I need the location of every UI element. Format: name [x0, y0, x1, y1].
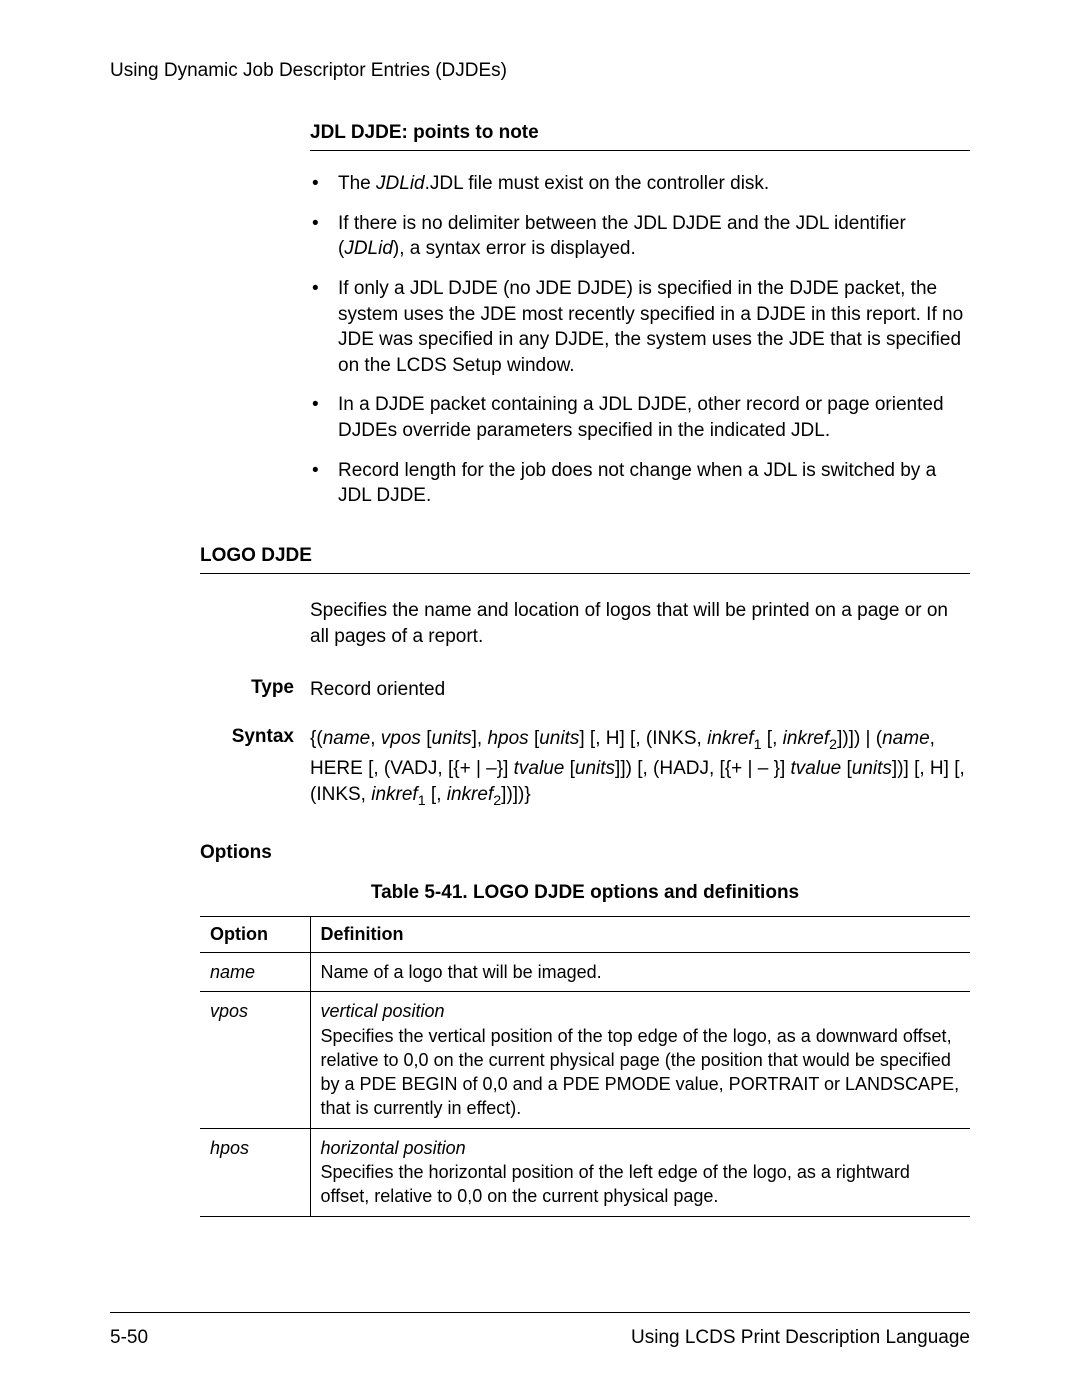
t: [	[564, 758, 575, 779]
text: ), a syntax error is displayed.	[393, 238, 636, 259]
table-header-row: Option Definition	[200, 916, 970, 952]
definition-cell: Name of a logo that will be imaged.	[310, 952, 970, 991]
param: inkref	[783, 728, 829, 749]
jdl-notes-heading: JDL DJDE: points to note	[310, 122, 970, 151]
footer-title: Using LCDS Print Description Language	[631, 1327, 970, 1349]
jdl-notes-list: The JDLid.JDL file must exist on the con…	[310, 171, 970, 509]
col-definition-header: Definition	[310, 916, 970, 952]
t: {(	[310, 728, 323, 749]
type-row: Type Record oriented	[218, 677, 970, 704]
type-value: Record oriented	[310, 677, 970, 704]
param: tvalue	[791, 758, 842, 779]
logo-djde-heading: LOGO DJDE	[200, 545, 970, 574]
definition-cell: vertical position Specifies the vertical…	[310, 992, 970, 1128]
param: name	[323, 728, 371, 749]
table-row: vpos vertical position Specifies the ver…	[200, 992, 970, 1128]
options-heading: Options	[200, 842, 970, 864]
text: .JDL file must exist on the controller d…	[425, 173, 770, 194]
table-row: name Name of a logo that will be imaged.	[200, 952, 970, 991]
def-title: vertical position	[321, 1001, 445, 1021]
param: inkref	[707, 728, 753, 749]
def-body: Specifies the horizontal position of the…	[321, 1162, 910, 1206]
logo-intro: Specifies the name and location of logos…	[310, 598, 970, 649]
param: inkref	[371, 784, 417, 805]
param: units	[539, 728, 579, 749]
table-caption: Table 5-41. LOGO DJDE options and defini…	[200, 882, 970, 904]
def-body: Specifies the vertical position of the t…	[321, 1026, 960, 1119]
syntax-row: Syntax {(name, vpos [units], hpos [units…	[218, 726, 970, 812]
list-item: In a DJDE packet containing a JDL DJDE, …	[310, 392, 970, 443]
option-cell: name	[200, 952, 310, 991]
sub: 2	[829, 737, 837, 753]
sub: 2	[493, 793, 501, 809]
t: [	[421, 728, 432, 749]
t: ])])}	[501, 784, 531, 805]
param: name	[882, 728, 930, 749]
t: [,	[426, 784, 447, 805]
t: ],	[472, 728, 488, 749]
option-cell: vpos	[200, 992, 310, 1128]
param: vpos	[381, 728, 421, 749]
option-cell: hpos	[200, 1128, 310, 1216]
type-label: Type	[218, 677, 310, 704]
definition-cell: horizontal position Specifies the horizo…	[310, 1128, 970, 1216]
emphasis: JDLid	[344, 238, 393, 259]
list-item: Record length for the job does not chang…	[310, 458, 970, 509]
t: [	[529, 728, 540, 749]
text: The	[338, 173, 376, 194]
param: hpos	[487, 728, 528, 749]
running-header: Using Dynamic Job Descriptor Entries (DJ…	[110, 60, 970, 82]
sub: 1	[418, 793, 426, 809]
list-item: If only a JDL DJDE (no JDE DJDE) is spec…	[310, 276, 970, 379]
param: inkref	[447, 784, 493, 805]
options-table: Option Definition name Name of a logo th…	[200, 916, 970, 1217]
t: ])]) | (	[837, 728, 882, 749]
sub: 1	[754, 737, 762, 753]
t: ] [, H] [, (INKS,	[579, 728, 707, 749]
param: units	[852, 758, 892, 779]
t: ,	[370, 728, 381, 749]
page-body: Using Dynamic Job Descriptor Entries (DJ…	[0, 0, 1080, 1257]
emphasis: JDLid	[376, 173, 425, 194]
param: units	[575, 758, 615, 779]
content-area: JDL DJDE: points to note The JDLid.JDL f…	[110, 122, 970, 1217]
param: tvalue	[514, 758, 565, 779]
col-option-header: Option	[200, 916, 310, 952]
page-number: 5-50	[110, 1327, 148, 1349]
syntax-value: {(name, vpos [units], hpos [units] [, H]…	[310, 726, 970, 812]
t: [,	[762, 728, 783, 749]
table-row: hpos horizontal position Specifies the h…	[200, 1128, 970, 1216]
def-title: horizontal position	[321, 1138, 466, 1158]
t: [	[841, 758, 852, 779]
list-item: If there is no delimiter between the JDL…	[310, 211, 970, 262]
list-item: The JDLid.JDL file must exist on the con…	[310, 171, 970, 197]
param: units	[431, 728, 471, 749]
syntax-label: Syntax	[218, 726, 310, 812]
t: ]]) [, (HADJ, [{+ | – }]	[615, 758, 790, 779]
page-footer: 5-50 Using LCDS Print Description Langua…	[110, 1312, 970, 1349]
